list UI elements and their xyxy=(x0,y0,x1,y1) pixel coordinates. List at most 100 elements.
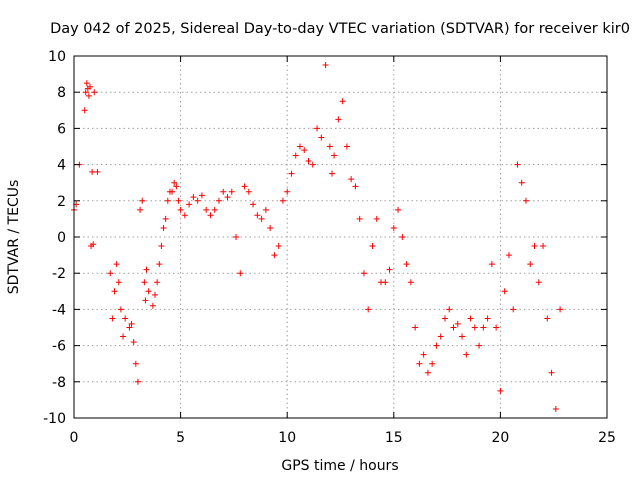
data-point xyxy=(258,215,265,222)
data-point xyxy=(126,324,133,331)
data-point xyxy=(254,212,261,219)
data-point xyxy=(416,360,423,367)
data-point xyxy=(228,188,235,195)
data-point xyxy=(407,279,414,286)
y-tick-label: -8 xyxy=(52,375,66,391)
data-point xyxy=(169,188,176,195)
data-point xyxy=(89,168,96,175)
data-point xyxy=(548,369,555,376)
data-point xyxy=(250,201,257,208)
y-tick-label: -2 xyxy=(52,266,66,282)
data-point xyxy=(94,168,101,175)
y-tick-label: -6 xyxy=(52,339,66,355)
data-point xyxy=(233,234,240,240)
data-point xyxy=(484,315,491,322)
data-point xyxy=(552,405,559,412)
data-point xyxy=(471,324,478,331)
data-point xyxy=(83,80,90,87)
data-point xyxy=(441,315,448,322)
data-point xyxy=(154,279,161,286)
data-point xyxy=(152,291,159,298)
data-point xyxy=(288,170,295,177)
data-point xyxy=(360,270,367,277)
data-point xyxy=(501,288,508,295)
data-point xyxy=(171,179,178,186)
y-tick-label: -10 xyxy=(43,411,66,427)
y-tick-label: 0 xyxy=(57,230,66,246)
data-point xyxy=(194,197,201,204)
data-point xyxy=(190,194,197,201)
data-point xyxy=(382,279,389,286)
data-point xyxy=(557,306,564,313)
data-point xyxy=(117,306,124,313)
data-point xyxy=(215,197,222,204)
data-point xyxy=(314,125,321,132)
data-point xyxy=(540,243,547,250)
data-point xyxy=(134,378,141,385)
data-point xyxy=(245,188,252,195)
data-point xyxy=(395,206,402,213)
data-point xyxy=(122,315,129,322)
y-tick-label: -4 xyxy=(52,302,66,318)
data-point xyxy=(514,161,521,168)
data-point xyxy=(365,306,372,313)
data-point xyxy=(424,369,431,376)
x-tick-label: 15 xyxy=(385,430,403,446)
y-tick-label: 2 xyxy=(57,194,66,210)
data-point xyxy=(164,197,171,204)
data-point xyxy=(160,224,167,231)
data-point xyxy=(85,92,92,99)
data-point xyxy=(158,243,165,250)
data-point xyxy=(420,351,427,358)
data-point xyxy=(132,360,139,367)
data-point xyxy=(203,206,210,213)
data-point xyxy=(463,351,470,358)
data-point xyxy=(139,197,146,204)
data-point xyxy=(510,306,517,313)
data-point xyxy=(82,89,89,96)
data-point xyxy=(145,288,152,295)
data-point xyxy=(527,261,534,268)
data-point xyxy=(279,197,286,204)
data-point xyxy=(412,324,419,331)
data-point xyxy=(339,98,346,105)
data-point xyxy=(141,279,148,286)
data-point xyxy=(459,333,466,340)
data-point xyxy=(343,143,350,150)
data-point xyxy=(544,315,551,322)
data-point xyxy=(207,212,214,219)
data-point xyxy=(322,62,329,69)
data-point xyxy=(142,297,149,304)
data-point xyxy=(467,315,474,322)
data-point xyxy=(111,288,118,295)
data-point xyxy=(535,279,542,286)
data-point xyxy=(224,194,231,201)
data-point xyxy=(284,188,291,195)
data-point xyxy=(373,215,380,222)
x-tick-label: 20 xyxy=(491,430,509,446)
x-tick-label: 0 xyxy=(70,430,79,446)
data-point xyxy=(505,252,512,259)
data-point xyxy=(275,243,282,250)
data-point xyxy=(399,234,406,240)
data-point xyxy=(522,197,529,204)
data-point xyxy=(331,152,338,159)
data-point xyxy=(450,324,457,331)
data-point xyxy=(198,192,205,199)
axis-ticks xyxy=(73,55,608,419)
x-tick-label: 10 xyxy=(278,430,296,446)
data-point xyxy=(113,261,120,268)
data-point xyxy=(446,306,453,313)
data-point xyxy=(81,107,88,114)
data-point xyxy=(403,261,410,268)
data-point xyxy=(237,270,244,277)
data-point xyxy=(109,315,116,322)
data-point xyxy=(177,206,184,213)
data-point xyxy=(352,183,359,190)
data-point xyxy=(107,270,114,277)
data-point xyxy=(173,183,180,190)
data-point xyxy=(480,324,487,331)
data-point xyxy=(454,320,461,327)
x-tick-label: 5 xyxy=(176,430,185,446)
data-point xyxy=(267,224,274,231)
